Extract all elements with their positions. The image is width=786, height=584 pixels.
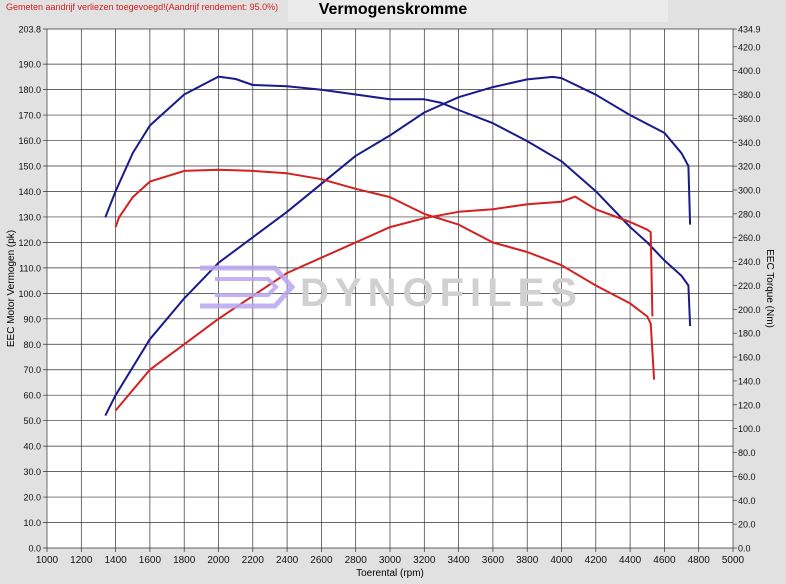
y-left-tick-label: 10.0 (23, 518, 41, 528)
y-left-tick-label: 20.0 (23, 493, 41, 503)
y-left-tick-label: 120.0 (18, 238, 41, 248)
y-left-tick-label: 203.8 (18, 25, 41, 35)
x-axis-label: Toerental (rpm) (356, 568, 424, 579)
x-tick-label: 2800 (345, 555, 368, 566)
watermark-logo: DYNOFILES (300, 271, 583, 315)
watermark-logo-icon (200, 265, 296, 309)
tuned-torque-curve (104, 75, 692, 327)
x-tick-label: 5000 (722, 555, 745, 566)
watermark-logo-icon-inner (215, 277, 279, 297)
tuned-power-curve (104, 75, 692, 417)
x-tick-label: 3000 (379, 555, 402, 566)
y-right-axis-label: EEC Torque (Nm) (764, 249, 775, 328)
x-tick-label: 1600 (139, 555, 162, 566)
y-right-tick-label: 0.0 (738, 544, 751, 554)
y-left-tick-label: 110.0 (19, 263, 41, 273)
y-left-tick-label: 40.0 (23, 442, 41, 452)
x-tick-label: 1400 (104, 555, 127, 566)
y-left-tick-label: 150.0 (18, 162, 41, 172)
y-left-tick-label: 90.0 (23, 314, 41, 324)
x-tick-label: 4400 (619, 555, 642, 566)
y-left-tick-label: 160.0 (18, 136, 41, 146)
x-tick-label: 3200 (413, 555, 436, 566)
y-left-tick-label: 30.0 (23, 467, 41, 477)
y-right-tick-label: 100.0 (738, 424, 761, 434)
y-right-tick-label: 420.0 (738, 42, 761, 52)
chart-title: Vermogenskromme (318, 1, 468, 18)
y-right-tick-label: 380.0 (738, 90, 761, 100)
y-left-tick-label: 190.0 (18, 60, 41, 70)
y-right-tick-label: 20.0 (738, 520, 756, 530)
drivetrain-loss-note: Gemeten aandrijf verliezen toegevoegd!(A… (6, 2, 279, 12)
y-right-tick-label: 280.0 (738, 209, 761, 219)
y-right-tick-label: 240.0 (738, 257, 761, 267)
y-right-tick-label: 400.0 (738, 66, 761, 76)
y-right-tick-label: 120.0 (738, 400, 761, 410)
title-background (288, 0, 668, 22)
y-right-tick-label: 300.0 (738, 185, 761, 195)
x-tick-label: 2600 (310, 555, 333, 566)
y-right-tick-label: 140.0 (738, 376, 761, 386)
y-left-tick-label: 130.0 (18, 212, 41, 222)
y-right-tick-label: 220.0 (738, 281, 761, 291)
y-left-tick-label: 170.0 (18, 111, 41, 121)
y-right-tick-label: 260.0 (738, 233, 761, 243)
y-right-tick-label: 360.0 (738, 114, 761, 124)
x-tick-label: 1000 (36, 555, 59, 566)
y-left-tick-label: 50.0 (23, 416, 41, 426)
y-left-tick-label: 100.0 (18, 289, 41, 299)
x-tick-label: 1200 (70, 555, 93, 566)
x-tick-label: 4800 (688, 555, 711, 566)
y-right-tick-label: 40.0 (738, 496, 756, 506)
y-right-tick-label: 200.0 (738, 305, 761, 315)
y-right-tick-label: 180.0 (738, 329, 761, 339)
y-left-tick-label: 80.0 (23, 340, 41, 350)
y-right-tick-label: 320.0 (738, 162, 761, 172)
y-right-tick-label: 160.0 (738, 353, 761, 363)
y-left-axis-label: EEC Motor Vermogen (pk) (6, 230, 17, 347)
y-left-tick-label: 180.0 (18, 85, 41, 95)
x-tick-label: 4000 (550, 555, 573, 566)
x-tick-label: 2200 (242, 555, 265, 566)
x-tick-label: 4600 (653, 555, 676, 566)
stock-power-curve (114, 195, 654, 412)
y-right-tick-label: 60.0 (738, 472, 756, 482)
y-right-tick-label: 434.9 (738, 25, 761, 35)
y-right-tick-label: 340.0 (738, 138, 761, 148)
y-left-tick-label: 60.0 (23, 391, 41, 401)
x-tick-label: 3400 (447, 555, 470, 566)
y-right-tick-label: 80.0 (738, 448, 756, 458)
y-left-tick-label: 140.0 (18, 187, 41, 197)
x-tick-label: 2000 (207, 555, 230, 566)
y-left-tick-label: 0.0 (28, 544, 41, 554)
x-tick-label: 3600 (482, 555, 505, 566)
x-tick-label: 3800 (516, 555, 539, 566)
x-tick-label: 4200 (585, 555, 608, 566)
x-tick-label: 1800 (173, 555, 196, 566)
stock-torque-curve (114, 168, 656, 380)
y-left-tick-label: 70.0 (23, 365, 41, 375)
x-tick-label: 2400 (276, 555, 299, 566)
